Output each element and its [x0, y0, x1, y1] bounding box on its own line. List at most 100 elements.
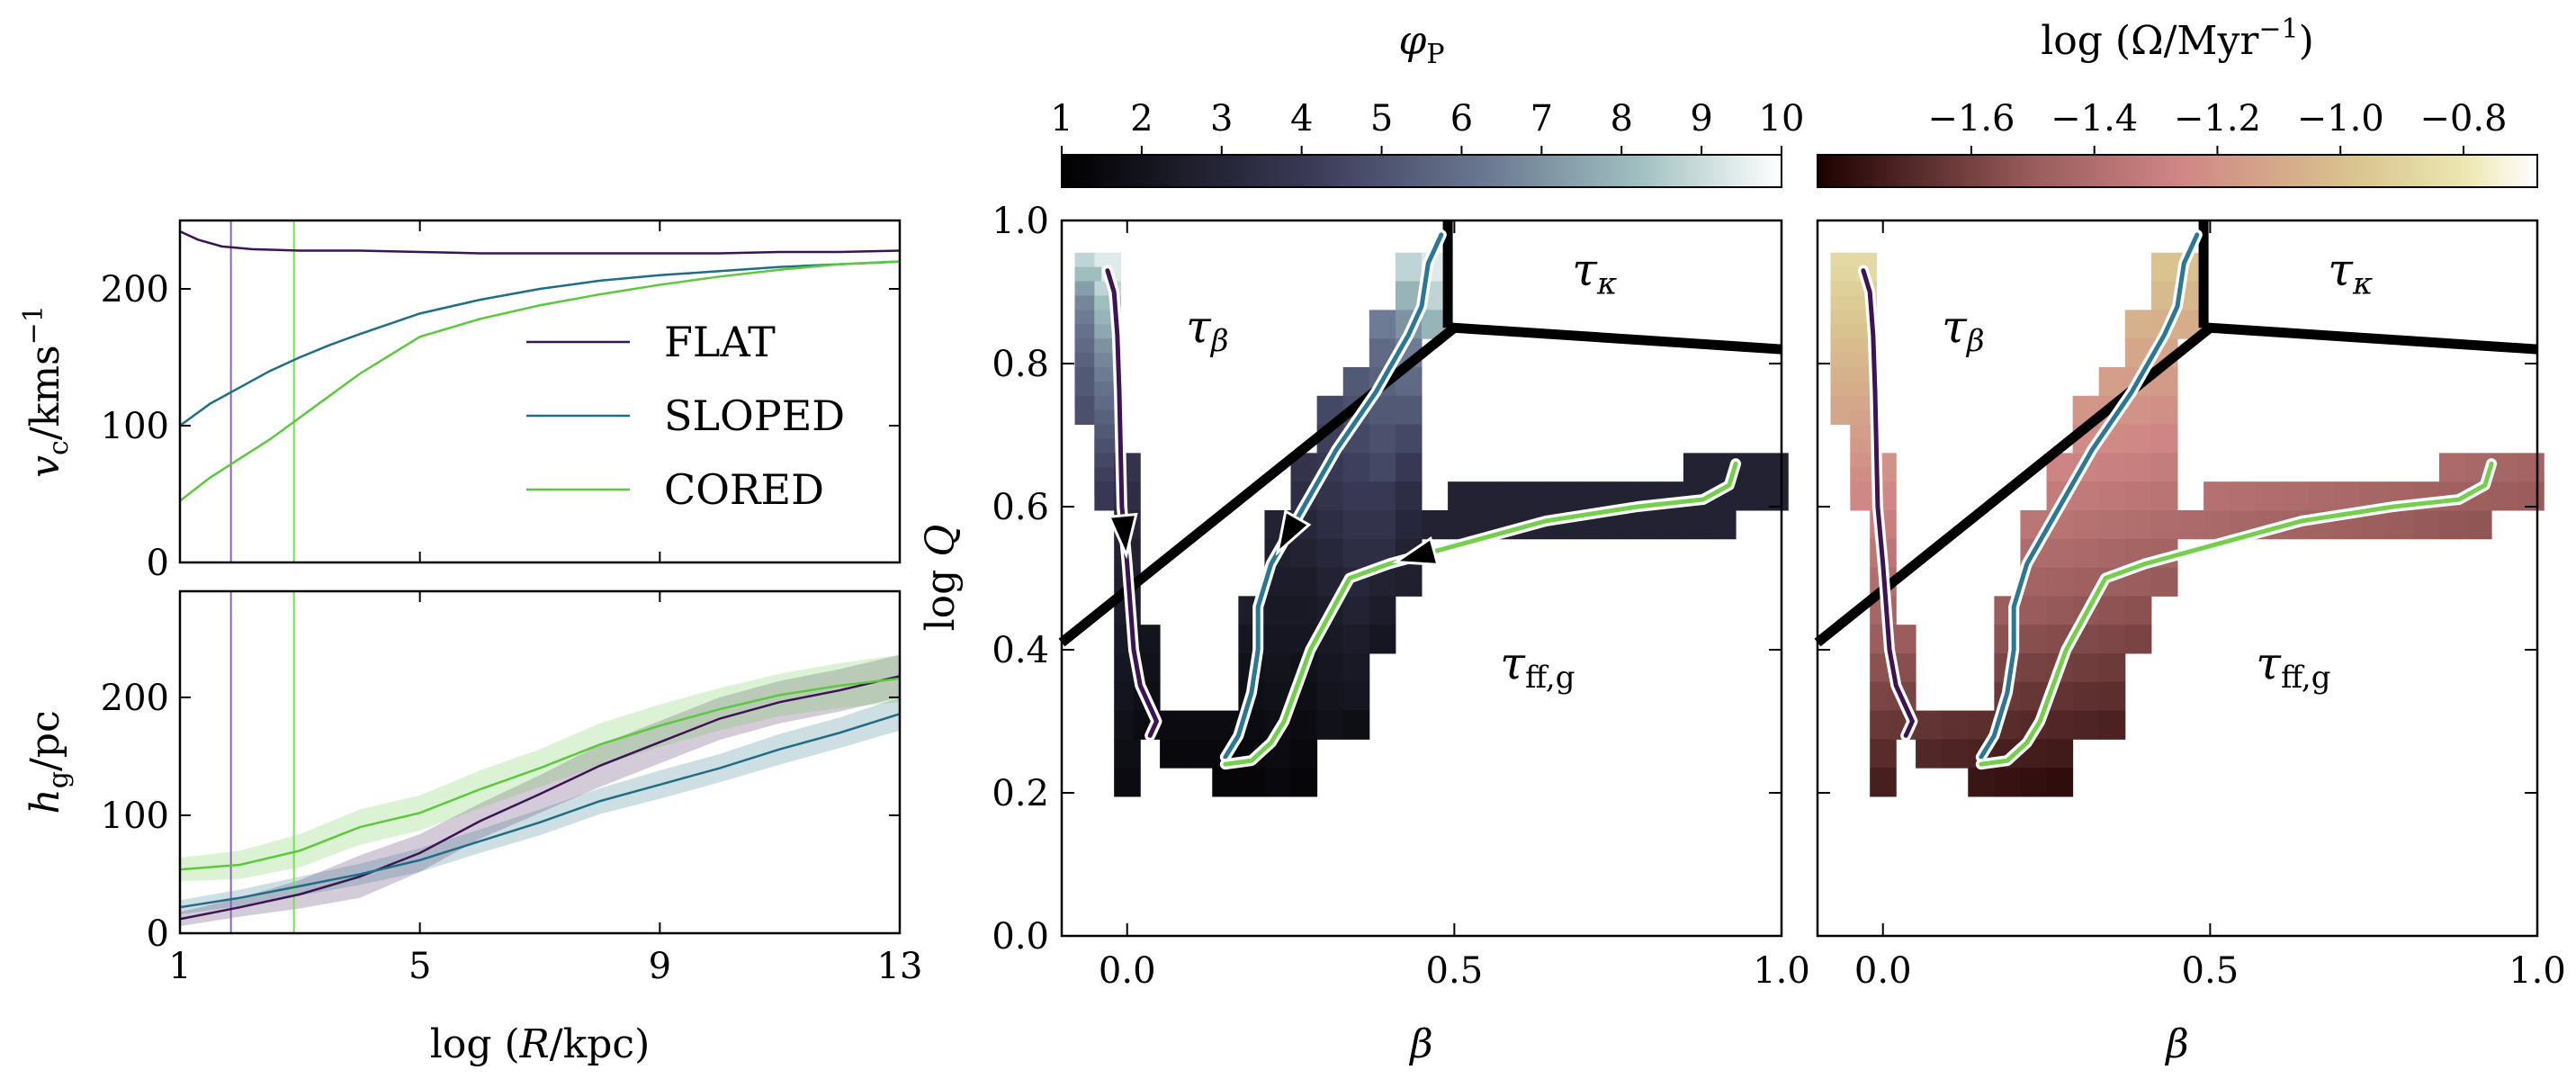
- heat-cell: [2046, 596, 2074, 625]
- vc-reference-lines: [229, 220, 295, 562]
- colorbar-tick-label: 10: [1759, 98, 1805, 139]
- hg-reference-lines: [229, 591, 295, 933]
- heat-cell: [1369, 310, 1396, 339]
- heat-cell: [1290, 768, 1318, 797]
- ytick-label: 0: [147, 543, 169, 584]
- omega-ticks: 0.0 0.5 1.0: [1818, 220, 2566, 992]
- heat-cell: [1395, 424, 1423, 454]
- heat-cell: [1160, 739, 1187, 769]
- track-sloped: [1223, 232, 1444, 760]
- phiP-axes-frame: [1060, 219, 1783, 938]
- heat-cell: [1264, 652, 1292, 683]
- region-label-1: τκ: [1572, 244, 1617, 302]
- heat-cell: [1448, 509, 1475, 540]
- legend-label-cored: CORED: [664, 465, 824, 514]
- hg-axes-frame: [178, 589, 902, 935]
- heat-cell: [2150, 509, 2178, 540]
- colorbar-tick-label: −1.0: [2297, 98, 2384, 139]
- heat-cell: [1395, 252, 1423, 283]
- colorbar-tick-label: −1.4: [2051, 98, 2138, 139]
- heat-cell: [1395, 567, 1423, 597]
- heat-cell: [2438, 509, 2466, 540]
- track-arrow-cored: [1392, 535, 1440, 566]
- heat-cell: [1290, 739, 1318, 769]
- heat-cell: [2465, 509, 2492, 540]
- series-line-flat: [179, 675, 901, 921]
- heat-cell: [1160, 710, 1187, 740]
- ytick-label: 0: [147, 913, 169, 955]
- band-sloped: [180, 697, 900, 915]
- omega-colorbar-ticks: −1.6 −1.4 −1.2 −1.0 −0.8: [1927, 98, 2508, 155]
- phiP-ticks: 0.0 0.5 1.0 0.0 0.2 0.4 0.6 0.8 1.0: [992, 201, 1809, 992]
- omega-cells: [1830, 252, 2545, 797]
- heat-cell: [2046, 739, 2074, 769]
- ytick-label: 0.4: [992, 630, 1049, 671]
- heat-cell: [2150, 453, 2178, 482]
- heat-cell: [1369, 509, 1396, 540]
- legend-label-flat: FLAT: [664, 318, 776, 366]
- phiP-ylabel: log Q: [918, 525, 964, 632]
- heat-cell: [1342, 481, 1370, 511]
- heat-cell: [2072, 681, 2100, 712]
- track-arrow-sloped: [1275, 508, 1312, 556]
- vc-series-lines: [179, 230, 901, 502]
- heat-cell: [1369, 453, 1396, 482]
- phiP-boundary: [1058, 220, 1782, 647]
- heat-cell: [2072, 710, 2100, 740]
- heat-cell: [1994, 768, 2021, 797]
- omega-region-labels: τβ τκ τff,g: [1942, 244, 2373, 696]
- heat-cell: [1316, 509, 1344, 540]
- heat-cell: [1710, 509, 1737, 540]
- heat-cell: [2334, 481, 2362, 511]
- colorbar-tick-label: 6: [1450, 98, 1473, 139]
- heat-cell: [1942, 739, 1969, 769]
- heat-cell: [1186, 710, 1213, 740]
- heat-cell: [1114, 739, 1141, 769]
- xtick-label: 0.0: [1099, 950, 1156, 992]
- hg-ticks: 1 5 9 13 0 100 200: [101, 591, 922, 987]
- heat-cell: [1342, 710, 1370, 740]
- series-line-cored: [179, 677, 901, 871]
- vc-legend: FLAT SLOPED CORED: [526, 318, 845, 514]
- heat-cell: [1968, 768, 1995, 797]
- heat-cell: [1395, 481, 1423, 511]
- heat-cell: [1369, 424, 1396, 454]
- heat-cell: [2098, 625, 2126, 654]
- track-sloped: [1979, 232, 2200, 760]
- heat-cell: [1342, 625, 1370, 654]
- legend-label-sloped: SLOPED: [664, 391, 845, 440]
- heat-cell: [1683, 453, 1710, 482]
- heat-cell: [1369, 625, 1396, 654]
- heat-cell: [2020, 652, 2048, 683]
- heat-cell: [2308, 481, 2336, 511]
- heat-cell: [1316, 652, 1344, 683]
- colorbar-tick-label: 8: [1610, 98, 1632, 139]
- series-line-sloped: [179, 260, 901, 427]
- ytick-label: 100: [101, 796, 169, 837]
- heat-cell: [1342, 596, 1370, 625]
- colorbar-tick-label: 5: [1370, 98, 1393, 139]
- track-cored: [1979, 461, 2494, 767]
- heat-cell: [2072, 509, 2100, 540]
- heat-cell: [2098, 538, 2126, 569]
- heat-cell: [1422, 509, 1449, 540]
- region-label-0: τβ: [1942, 301, 1984, 359]
- phiP-cells: [1074, 252, 1789, 797]
- xtick-label: 0.5: [2182, 950, 2239, 992]
- heat-cell: [1342, 538, 1370, 569]
- colorbar-tick-label: 3: [1210, 98, 1233, 139]
- heat-cell: [1238, 768, 1265, 797]
- ytick-label: 1.0: [992, 201, 1049, 242]
- heat-cell: [1342, 453, 1370, 482]
- heat-cell: [2098, 453, 2126, 482]
- hg-bands: [180, 654, 900, 927]
- heat-cell: [1942, 710, 1969, 740]
- colorbar-tick-label: −0.8: [2419, 98, 2507, 139]
- vc-ylabel: vc/kms−1: [18, 305, 75, 478]
- heat-cell: [2256, 481, 2283, 511]
- heat-cell: [1630, 509, 1658, 540]
- heat-cell: [2098, 366, 2126, 397]
- xtick-label: 0.5: [1426, 950, 1484, 992]
- heat-cell: [1316, 681, 1344, 712]
